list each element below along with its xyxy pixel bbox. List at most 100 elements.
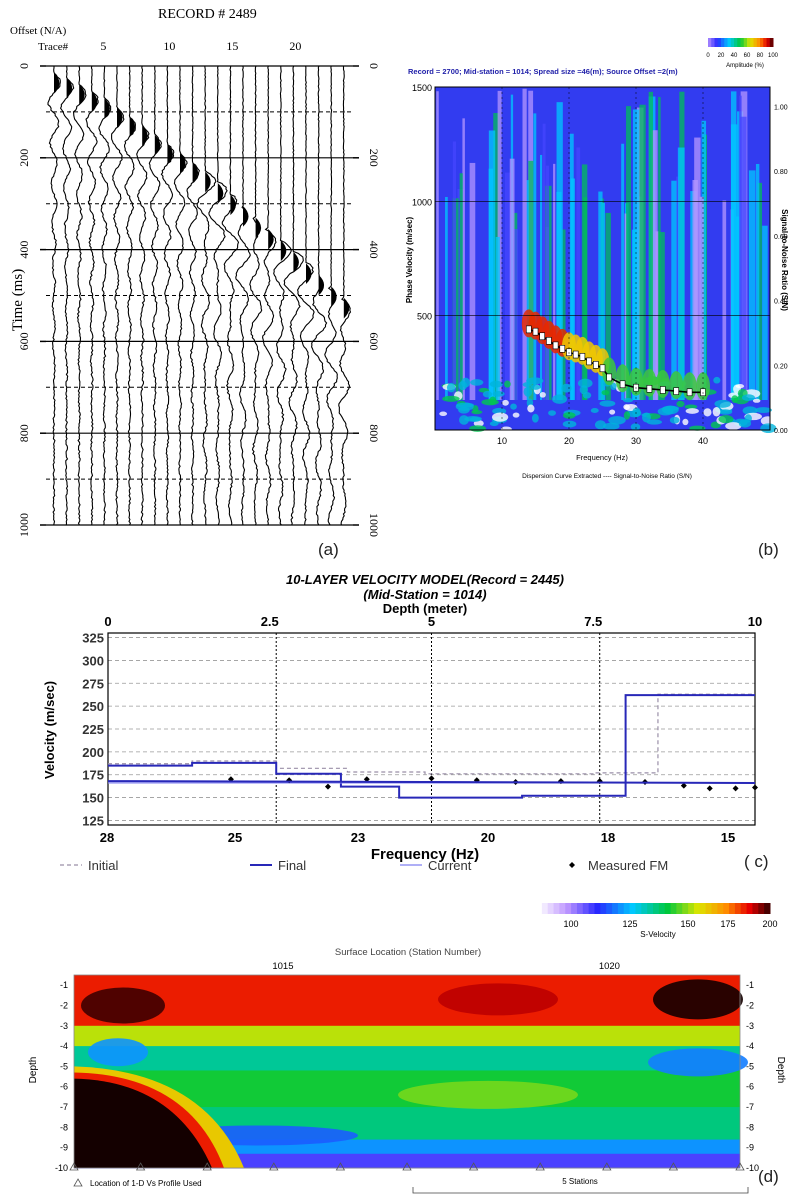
y-tick-label: 1500 (412, 83, 432, 93)
colorbar-cell (658, 903, 666, 914)
heatmap-noise (590, 407, 599, 414)
velocity-model-chart: 10-LAYER VELOCITY MODEL(Record = 2445)(M… (42, 572, 762, 873)
seismic-trace (273, 66, 292, 526)
heatmap-streak (533, 113, 537, 401)
measured-fm-point (732, 785, 739, 792)
y-tick-label-right: 1000 (367, 513, 381, 537)
measured-fm-point (680, 782, 687, 789)
first-arrival-fill (343, 297, 350, 319)
legend-label: Initial (88, 858, 118, 873)
y-tick-label-right: -8 (746, 1122, 754, 1132)
heatmap-noise (623, 411, 631, 420)
heatmap-streak (605, 212, 611, 400)
heatmap-noise (594, 420, 606, 430)
colorbar-cell (547, 903, 555, 914)
y-tick-label-right: -9 (746, 1143, 754, 1153)
velocity-anomaly (81, 987, 165, 1024)
y-tick-label-right: -7 (746, 1102, 754, 1112)
dispersion-point (606, 373, 612, 382)
y-tick-label-right: -1 (746, 980, 754, 990)
s-velocity-section-chart: 100 125 150 175 200 S-Velocity Surface Locatio… (28, 903, 786, 1194)
heatmap-streak (648, 91, 654, 400)
first-arrival-fill (217, 183, 224, 204)
heatmap-streak (526, 180, 529, 400)
panel-a: RECORD # 2489 Offset (N/A) Trace# 5 10 15 20 0 0… (8, 0, 393, 560)
velocity-anomaly-core (74, 1078, 212, 1168)
dispersion-point (546, 337, 552, 345)
colorbar-cell (565, 903, 572, 914)
heatmap-streak (576, 147, 581, 400)
velocity-band (74, 1046, 740, 1071)
y-tick-label-left: 400 (17, 241, 31, 259)
colorbar-tick-label: 175 (720, 919, 735, 929)
profile-location-marker (602, 1162, 612, 1171)
colorbar-cell (756, 38, 761, 47)
heatmap-noise (676, 400, 685, 408)
heatmap-noise (561, 383, 572, 393)
colorbar-cell (588, 903, 595, 914)
panel-b-label: (b) (758, 540, 779, 559)
velocity-anomaly (653, 979, 743, 1020)
y2-tick-label: 0.40 (774, 299, 788, 306)
heatmap-noise (526, 377, 544, 385)
colorbar-cell (723, 903, 730, 914)
colorbar-cell (740, 38, 745, 47)
y-tick-label-left: -6 (60, 1082, 68, 1092)
dispersion-image-chart: 0 20 40 60 80 100 Amplitude (%) Record = 2700; … (405, 38, 789, 480)
colorbar-cell (724, 38, 728, 47)
colorbar-cell (553, 903, 560, 914)
colorbar-cell (617, 903, 625, 914)
first-arrival-fill (230, 194, 236, 216)
x-tick-label: 15 (721, 830, 735, 845)
colorbar-cell (541, 903, 549, 914)
seismic-trace (338, 65, 352, 526)
heatmap-streak (583, 197, 588, 400)
colorbar-cell (740, 903, 748, 914)
y-tick-label-right: 0 (367, 63, 381, 69)
dispersion-point (646, 385, 653, 393)
x-tick-label: 20 (564, 436, 574, 446)
legend-marker (73, 1178, 83, 1187)
y-tick-label: 175 (82, 768, 104, 783)
heatmap-noise (714, 399, 731, 408)
colorbar-cell (760, 38, 764, 47)
colorbar-tick-label: 40 (731, 53, 738, 59)
y2-tick-label: 1.00 (774, 104, 788, 111)
colorbar-cell (711, 38, 715, 47)
heatmap-noise (439, 411, 448, 417)
measured-fm-point (752, 784, 758, 791)
first-arrival-fill (104, 98, 110, 119)
first-arrival-fill (331, 286, 337, 307)
heatmap-noise (712, 407, 721, 417)
heatmap-noise (469, 425, 487, 432)
y-tick-label: 200 (82, 745, 104, 760)
dispersion-point (532, 327, 539, 336)
heatmap-noise (562, 420, 577, 428)
colorbar-cell (729, 903, 736, 914)
heatmap-noise (459, 415, 469, 425)
profile-location-marker (735, 1162, 745, 1171)
colorbar-cell (717, 38, 722, 47)
colorbar-cell (653, 903, 660, 914)
heatmap-streak (509, 158, 515, 400)
dispersion-energy (696, 372, 710, 401)
heatmap-noise (601, 390, 610, 396)
seismic-trace (173, 65, 188, 526)
velocity-band (74, 975, 740, 1027)
heatmap-noise (685, 408, 699, 414)
colorbar-cell (711, 903, 718, 914)
heatmap-streak (671, 180, 677, 400)
colorbar-cell (682, 903, 689, 914)
velocity-anomaly (88, 1038, 148, 1067)
heatmap-noise (742, 406, 758, 415)
colorbar-cell (571, 903, 578, 914)
colorbar-cell (576, 903, 584, 914)
y-tick-label: 1000 (412, 197, 432, 207)
y-tick-label-left: 600 (17, 332, 31, 350)
dispersion-point (593, 361, 599, 369)
y-tick-label-right: -4 (746, 1041, 754, 1051)
seismic-trace (85, 65, 99, 526)
heatmap-noise (510, 403, 517, 410)
heatmap-streak (651, 130, 658, 400)
heatmap-streak (757, 182, 762, 400)
